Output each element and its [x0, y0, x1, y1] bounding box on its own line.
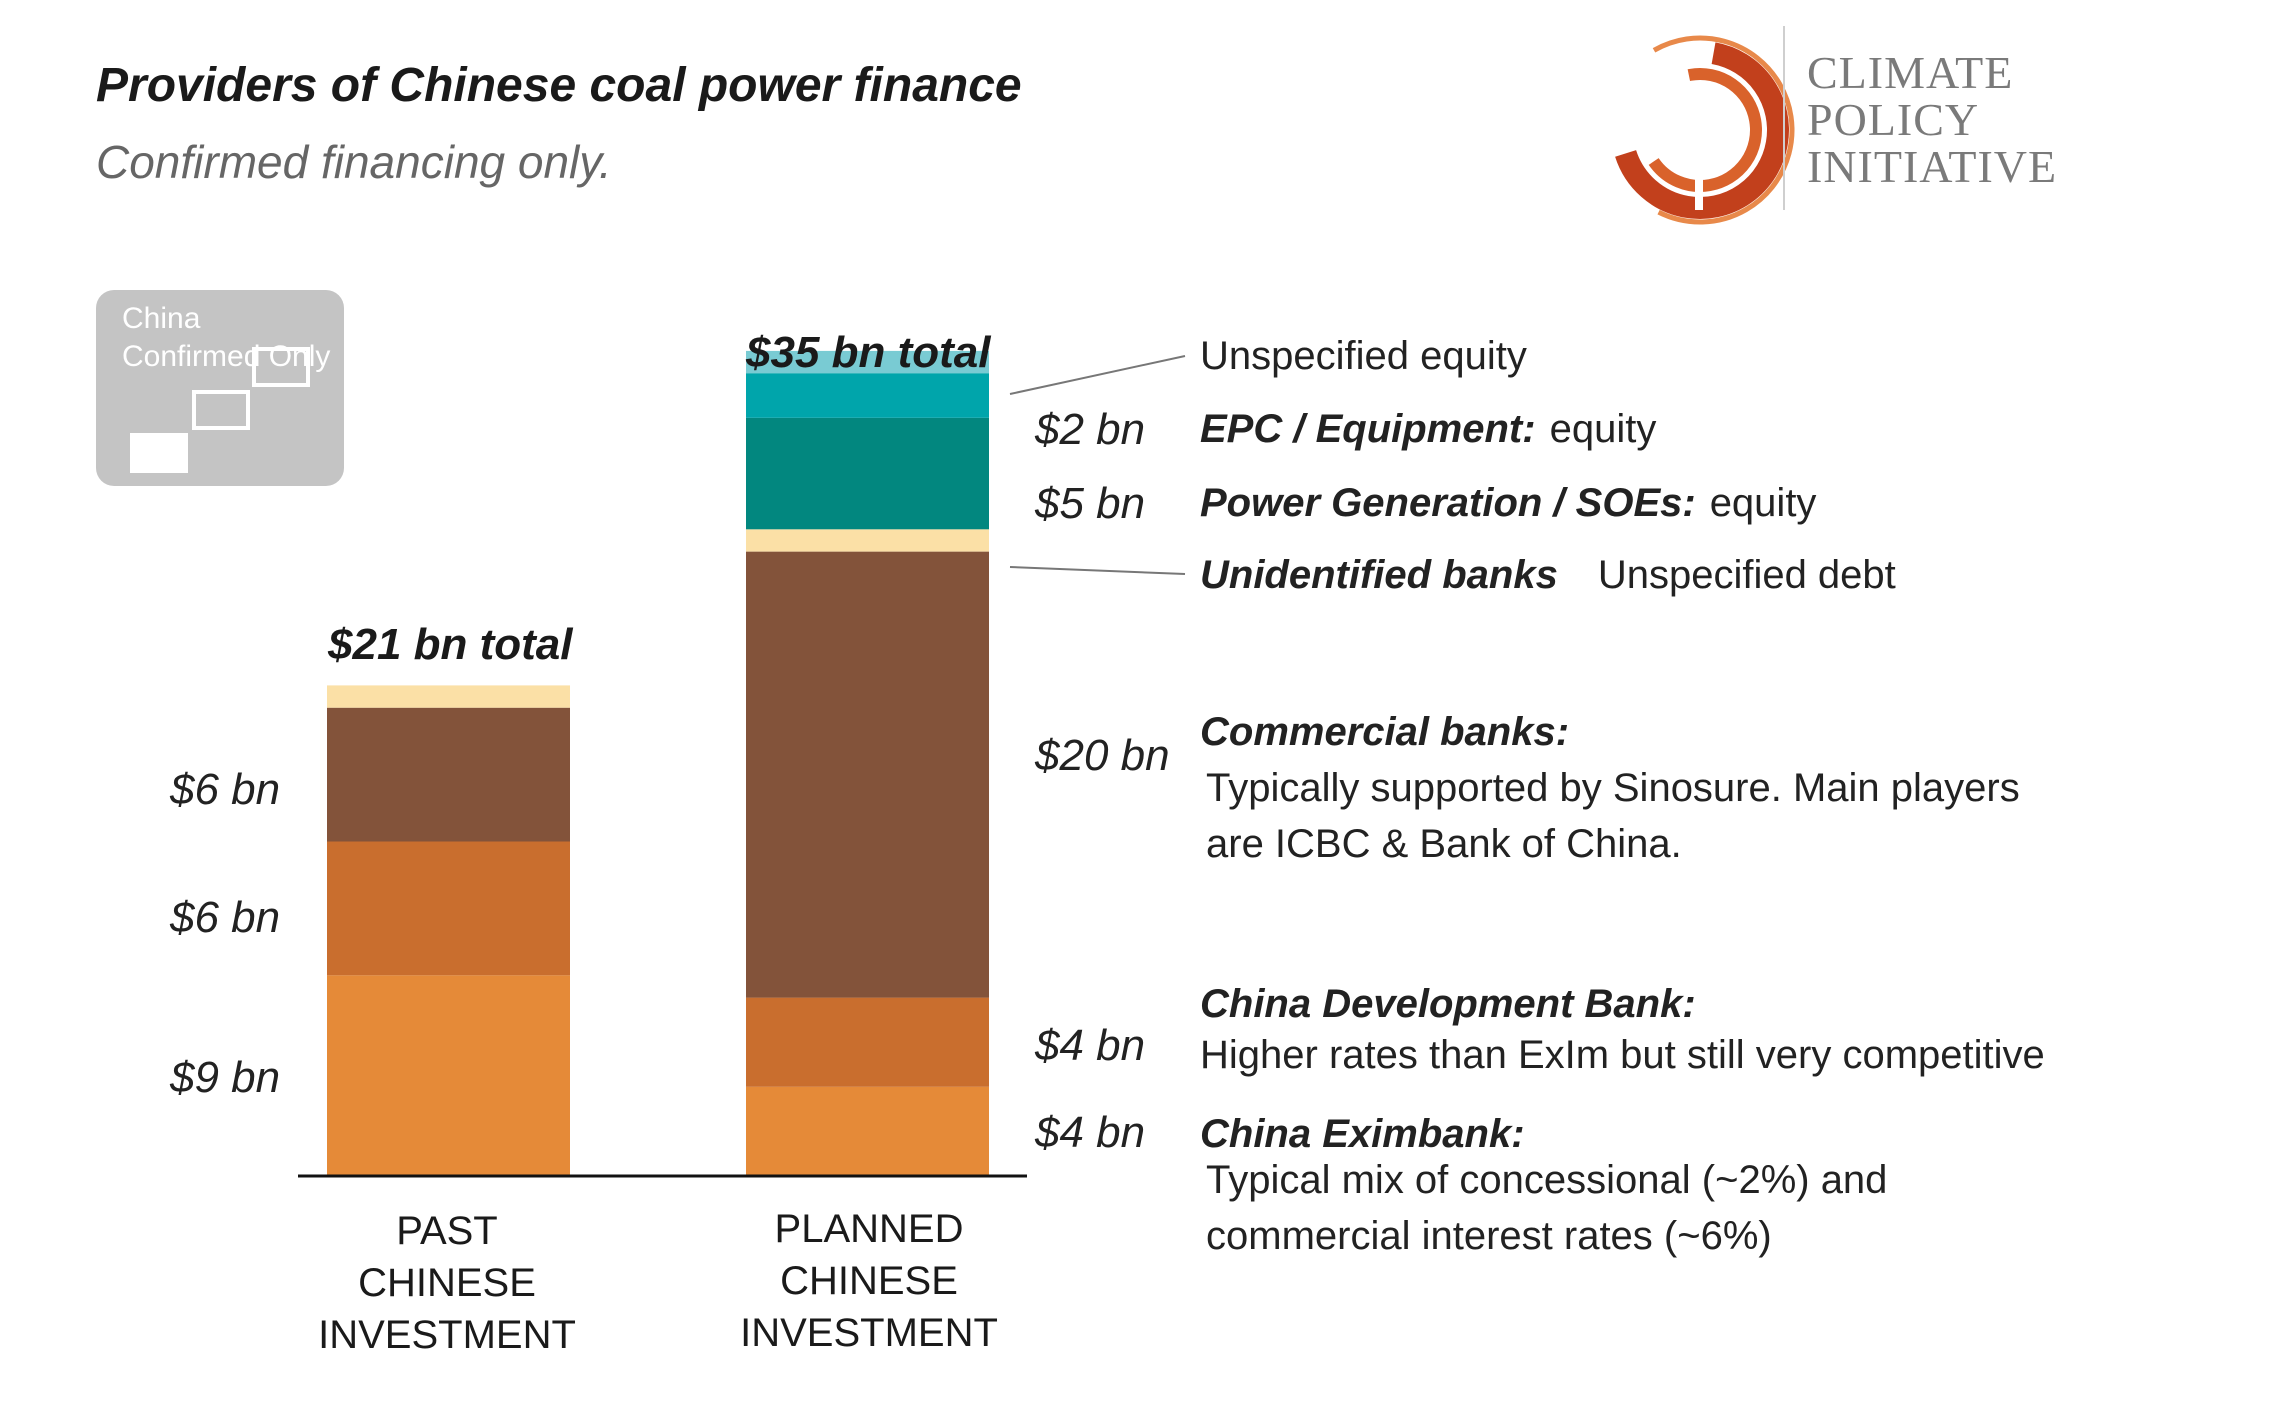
- annotation-label: China Eximbank:: [1200, 1112, 1525, 1156]
- value-label-planned: $4 bn: [1035, 1108, 1146, 1157]
- annotation-description: Higher rates than ExIm but still very co…: [1200, 1033, 2045, 1077]
- bar-segment: [327, 685, 570, 708]
- bar-segment: [746, 417, 989, 530]
- china-confirmed-badge: China Confirmed Only: [96, 290, 344, 486]
- annotation-label: Unidentified banks: [1200, 553, 1558, 597]
- badge-box-icon: [130, 433, 188, 473]
- annotation-label: EPC / Equipment:: [1200, 407, 1536, 451]
- logo-text-line: INITIATIVE: [1807, 141, 2058, 192]
- annotation-description: are ICBC & Bank of China.: [1206, 822, 1682, 866]
- logo-text-line: CLIMATE: [1807, 47, 2014, 98]
- value-label-planned: $2 bn: [1035, 405, 1146, 454]
- cpi-logo-icon: [1605, 35, 1795, 225]
- bar-segment: [327, 975, 570, 1176]
- bar-segment: [327, 707, 570, 842]
- leader-line: [1009, 355, 1186, 395]
- badge-box-icon: [252, 347, 310, 387]
- annotation-description: Typical mix of concessional (~2%) and: [1206, 1158, 1888, 1202]
- annotation-unspecified-equity: Unspecified equity: [1200, 334, 1527, 378]
- bar-segment: [746, 1086, 989, 1176]
- bar-segment: [746, 551, 989, 998]
- chart-title: Providers of Chinese coal power finance: [96, 59, 1022, 112]
- chart-subtitle: Confirmed financing only.: [96, 136, 612, 188]
- annotation-china-eximbank: China Eximbank:: [1200, 1112, 1525, 1157]
- value-label-planned: $5 bn: [1035, 479, 1146, 528]
- bar-segment: [746, 997, 989, 1087]
- badge-box-icon: [192, 390, 250, 430]
- annotation-power-generation: Power Generation / SOEs: equity: [1200, 481, 1816, 526]
- annotation-label: Commercial banks:: [1200, 710, 1570, 754]
- badge-label: China Confirmed Only: [122, 302, 331, 373]
- bar-segment: [327, 841, 570, 976]
- annotation-china-development-bank: China Development Bank:: [1200, 982, 1696, 1027]
- annotation-description: Typically supported by Sinosure. Main pl…: [1206, 766, 2020, 810]
- annotation-epc: EPC / Equipment: equity: [1200, 407, 1656, 452]
- bar-total-label: $21 bn total: [328, 620, 573, 669]
- value-label-past: $9 bn: [170, 1053, 281, 1102]
- annotation-unidentified-banks: Unidentified banks Unspecified debt: [1200, 553, 1896, 598]
- annotation-label: Power Generation / SOEs:: [1200, 481, 1696, 525]
- annotation-type: Unspecified debt: [1597, 553, 1896, 597]
- category-label: PLANNED CHINESE INVESTMENT: [740, 1207, 998, 1355]
- category-label: PAST CHINESE INVESTMENT: [318, 1209, 576, 1357]
- bar-segment: [746, 373, 989, 418]
- annotation-type: equity: [1709, 481, 1817, 525]
- value-label-planned: $4 bn: [1035, 1021, 1146, 1070]
- value-label-past: $6 bn: [170, 765, 281, 814]
- logo-text-line: POLICY: [1807, 94, 1980, 145]
- annotation-description: commercial interest rates (~6%): [1206, 1214, 1772, 1258]
- leader-line: [1009, 566, 1186, 575]
- value-label-planned: $20 bn: [1035, 731, 1170, 780]
- bar-segment: [746, 529, 989, 552]
- annotation-label: China Development Bank:: [1200, 982, 1696, 1026]
- value-label-past: $6 bn: [170, 893, 281, 942]
- annotation-type: equity: [1549, 407, 1657, 451]
- bar-total-label: $35 bn total: [746, 328, 991, 377]
- logo-divider: [1783, 26, 1785, 210]
- bar-segment: [746, 350, 989, 374]
- annotation-commercial-banks: Commercial banks:: [1200, 710, 1569, 755]
